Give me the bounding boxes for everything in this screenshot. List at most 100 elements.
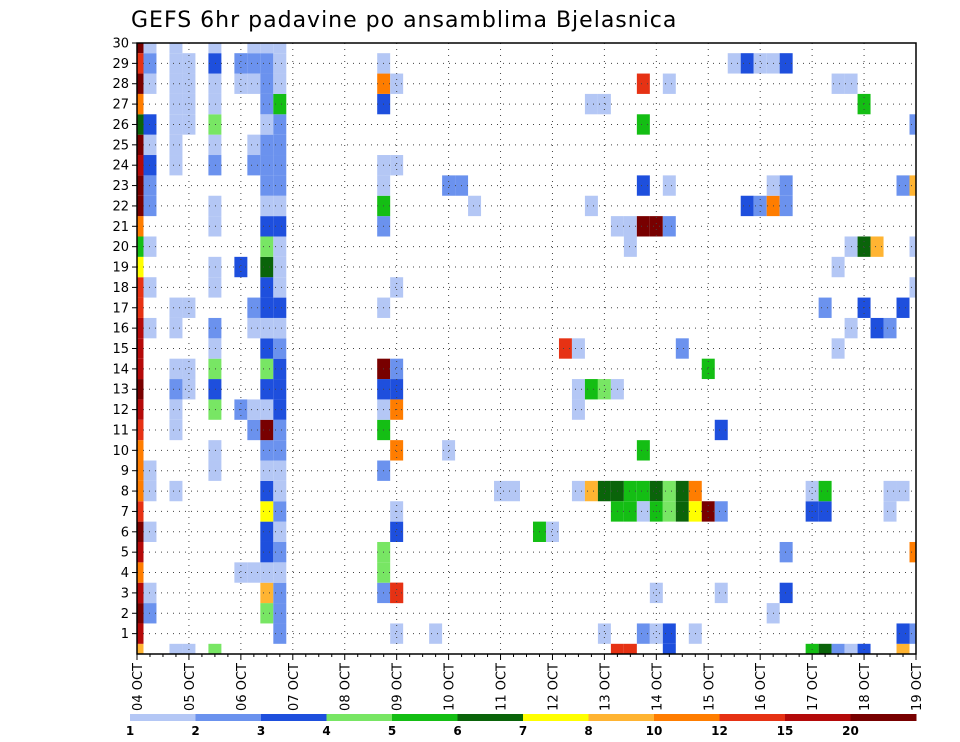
heatmap-cell: [273, 134, 287, 156]
heatmap-cell: [208, 114, 222, 135]
y-tick-label: 1: [121, 627, 129, 642]
heatmap-cell: [208, 317, 222, 339]
heatmap-cell: [169, 419, 183, 441]
colorbar-label: 8: [584, 724, 592, 738]
heatmap-cell: [137, 195, 144, 217]
heatmap-cell: [273, 114, 287, 135]
y-tick-label: 12: [112, 403, 129, 418]
heatmap-cell: [137, 297, 144, 318]
x-tick-label: 13 OCT: [598, 663, 613, 711]
heatmap-cell: [740, 53, 754, 74]
heatmap-cell: [137, 521, 144, 542]
heatmap-cell: [169, 73, 183, 94]
heatmap-cell: [442, 440, 456, 461]
heatmap-cell: [636, 440, 650, 461]
heatmap-cell: [597, 379, 611, 400]
colorbar-swatch: [654, 714, 720, 721]
colorbar-swatch: [326, 714, 393, 721]
heatmap-cell: [247, 562, 261, 583]
heatmap-cell: [169, 317, 183, 339]
heatmap-cell: [636, 501, 650, 522]
y-tick-label: 30: [112, 37, 129, 52]
heatmap-cell: [260, 216, 274, 237]
heatmap-cell: [507, 480, 520, 502]
heatmap-cell: [831, 643, 845, 654]
heatmap-cell: [727, 53, 741, 74]
heatmap-cell: [137, 93, 144, 115]
heatmap-cell: [818, 297, 832, 318]
heatmap-cells: [137, 43, 916, 654]
heatmap-cell: [273, 53, 287, 74]
x-axis-ticks: 04 OCT 05 OCT 06 OCT 07 OCT 08 OCT 09 OCT 10 O…: [131, 654, 925, 711]
x-tick-label: 07 OCT: [287, 663, 302, 711]
heatmap-cell: [805, 643, 819, 654]
heatmap-cell: [208, 399, 222, 420]
heatmap-cell: [182, 73, 196, 94]
heatmap-cell: [831, 256, 845, 278]
heatmap-cell: [234, 53, 248, 74]
heatmap-cell: [662, 643, 676, 654]
heatmap-cell: [169, 155, 183, 176]
heatmap-cell: [429, 623, 443, 644]
heatmap-cell: [870, 317, 884, 339]
y-tick-label: 19: [112, 261, 129, 276]
heatmap-cell: [636, 623, 650, 644]
heatmap-cell: [208, 643, 222, 654]
heatmap-cell: [208, 155, 222, 176]
heatmap-cell: [260, 317, 274, 339]
y-tick-label: 6: [121, 525, 129, 540]
heatmap-cell: [208, 73, 222, 94]
y-tick-label: 10: [112, 444, 129, 459]
heatmap-cell: [883, 317, 897, 339]
heatmap-cell: [390, 440, 404, 461]
heatmap-cell: [883, 501, 897, 522]
heatmap-cell: [260, 297, 274, 318]
y-tick-label: 15: [112, 342, 129, 357]
colorbar-swatch: [392, 714, 458, 721]
heatmap-cell: [857, 93, 871, 115]
colorbar-label: 3: [257, 724, 265, 738]
heatmap-cell: [260, 480, 274, 502]
heatmap-cell: [662, 73, 676, 94]
heatmap-cell: [208, 379, 222, 400]
heatmap-cell: [234, 73, 248, 94]
heatmap-cell: [273, 297, 287, 318]
y-axis-ticks: 1234567891011121314151617181920212223242…: [112, 37, 137, 642]
heatmap-cell: [662, 175, 676, 196]
heatmap-cell: [636, 480, 650, 502]
y-tick-label: 20: [112, 240, 129, 255]
heatmap-cell: [896, 297, 910, 318]
heatmap-cell: [273, 562, 287, 583]
heatmap-cell: [273, 256, 287, 278]
heatmap-cell: [390, 582, 404, 604]
heatmap-cell: [273, 521, 287, 542]
heatmap-cell: [208, 256, 222, 278]
heatmap-cell: [909, 236, 916, 257]
colorbar-label: 1: [126, 724, 134, 738]
heatmap-cell: [273, 338, 287, 359]
heatmap-cell: [610, 643, 624, 654]
heatmap-cell: [597, 93, 611, 115]
heatmap-cell: [208, 134, 222, 156]
heatmap-cell: [260, 195, 274, 217]
heatmap-cell: [909, 175, 916, 196]
heatmap-cell: [844, 643, 858, 654]
x-tick-label: 09 OCT: [391, 663, 406, 711]
heatmap-cell: [571, 338, 585, 359]
heatmap-cell: [260, 43, 274, 54]
heatmap-cell: [390, 358, 404, 380]
heatmap-cell: [714, 419, 728, 441]
heatmap-cell: [584, 480, 598, 502]
heatmap-cell: [247, 134, 261, 156]
heatmap-cell: [818, 643, 832, 654]
heatmap-cell: [247, 297, 261, 318]
x-tick-label: 17 OCT: [806, 663, 821, 711]
y-tick-label: 11: [112, 423, 129, 438]
heatmap-cell: [273, 317, 287, 339]
colorbar-label: 7: [519, 724, 527, 738]
y-tick-label: 2: [121, 607, 129, 622]
y-tick-label: 29: [112, 57, 129, 72]
heatmap-cell: [390, 521, 404, 542]
colorbar-label: 5: [388, 724, 396, 738]
y-tick-label: 3: [121, 586, 129, 601]
